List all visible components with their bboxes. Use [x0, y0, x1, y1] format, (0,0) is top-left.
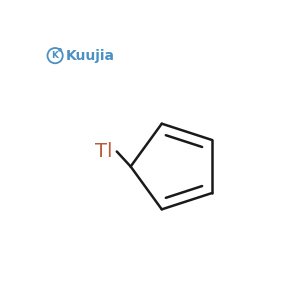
- Text: Tl: Tl: [95, 142, 113, 161]
- Text: K: K: [52, 51, 58, 60]
- Text: Kuujia: Kuujia: [65, 49, 115, 63]
